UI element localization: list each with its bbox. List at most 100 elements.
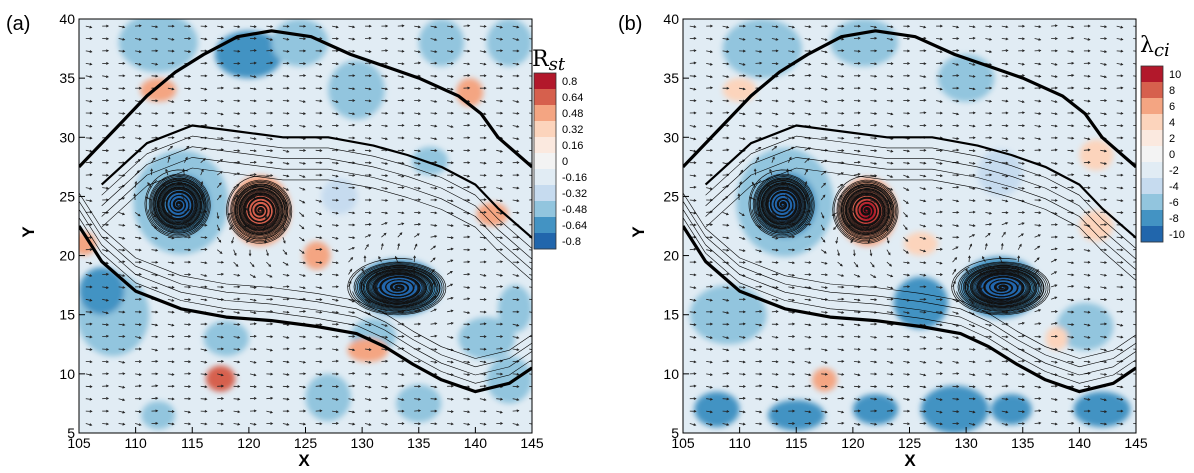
velocity-arrow-head	[775, 99, 779, 103]
velocity-arrow-head	[984, 242, 988, 247]
velocity-arrow	[1034, 137, 1041, 140]
velocity-arrow-head	[923, 385, 927, 389]
velocity-arrow-head	[286, 124, 290, 128]
velocity-arrow-head	[1071, 298, 1075, 302]
velocity-arrow-head	[253, 360, 257, 364]
velocity-arrow	[1116, 336, 1123, 338]
velocity-arrow-head	[303, 86, 307, 90]
velocity-arrow-head	[1054, 63, 1058, 66]
velocity-arrow	[135, 336, 141, 339]
velocity-arrow	[348, 257, 353, 263]
velocity-arrow	[903, 162, 910, 164]
colorbar-swatch	[534, 169, 556, 186]
velocity-arrow	[447, 322, 454, 325]
velocity-arrow-head	[155, 260, 159, 264]
velocity-arrow-head	[286, 397, 290, 401]
velocity-arrow-head	[1071, 348, 1075, 352]
velocity-arrow-head	[335, 310, 339, 314]
x-tick-label: 140	[1068, 435, 1092, 451]
velocity-arrow	[299, 286, 306, 289]
velocity-arrow-head	[319, 409, 323, 413]
field-patch	[411, 146, 449, 176]
velocity-arrow-head	[418, 347, 422, 351]
velocity-arrow-head	[251, 264, 255, 268]
velocity-arrow-head	[204, 409, 208, 413]
velocity-arrow-head	[693, 286, 697, 290]
velocity-arrow-head	[874, 62, 878, 66]
velocity-arrow	[479, 323, 486, 325]
velocity-arrow	[722, 298, 729, 302]
velocity-arrow	[430, 87, 437, 90]
velocity-arrow-head	[352, 384, 356, 388]
velocity-arrow	[299, 174, 306, 178]
velocity-arrow-head	[726, 50, 730, 53]
velocity-arrow-head	[956, 199, 960, 203]
velocity-arrow	[479, 361, 486, 363]
field-patch	[271, 19, 329, 67]
velocity-arrow	[463, 361, 470, 363]
velocity-arrow-head	[385, 385, 389, 389]
velocity-arrow-head	[155, 99, 159, 103]
velocity-arrow	[397, 232, 403, 238]
velocity-arrow-head	[138, 310, 142, 314]
velocity-arrow-head	[335, 273, 339, 277]
velocity-arrow	[1067, 373, 1074, 376]
velocity-arrow	[249, 174, 257, 176]
velocity-arrow	[463, 398, 470, 400]
velocity-arrow	[249, 274, 256, 278]
velocity-arrow	[739, 373, 746, 375]
velocity-arrow-head	[923, 421, 927, 425]
velocity-arrow	[233, 149, 240, 152]
velocity-arrow-head	[1005, 410, 1009, 414]
plot-area-b	[682, 18, 1137, 434]
velocity-arrow-head	[726, 62, 730, 66]
velocity-arrow-head	[188, 335, 192, 338]
velocity-arrow-head	[759, 25, 763, 29]
velocity-arrow-head	[89, 373, 93, 377]
velocity-arrow	[315, 398, 322, 400]
velocity-arrow	[463, 25, 470, 27]
velocity-arrow	[936, 50, 943, 53]
velocity-arrow-head	[1021, 321, 1025, 325]
velocity-arrow-head	[939, 310, 943, 314]
velocity-arrow	[135, 63, 141, 66]
velocity-arrow-head	[824, 261, 828, 265]
velocity-arrow-head	[841, 285, 845, 289]
velocity-arrow-head	[467, 224, 471, 228]
velocity-arrow	[447, 199, 453, 202]
velocity-arrow-head	[264, 216, 268, 220]
velocity-arrow	[739, 38, 745, 41]
velocity-arrow-head	[122, 197, 126, 200]
velocity-arrow-head	[434, 137, 438, 141]
velocity-arrow	[348, 50, 355, 52]
velocity-arrow	[1034, 410, 1041, 412]
velocity-arrow	[738, 224, 745, 229]
velocity-arrow-head	[1071, 161, 1075, 165]
velocity-arrow-head	[1005, 111, 1009, 115]
velocity-arrow-head	[775, 49, 779, 53]
velocity-arrow	[853, 373, 860, 376]
velocity-arrow-head	[972, 335, 976, 339]
velocity-arrow-head	[989, 123, 993, 127]
velocity-arrow-head	[756, 156, 759, 160]
velocity-arrow	[1133, 87, 1136, 89]
velocity-arrow	[1001, 63, 1008, 65]
velocity-arrow-head	[385, 186, 389, 190]
velocity-arrow-head	[759, 323, 763, 327]
velocity-arrow	[870, 249, 872, 256]
velocity-arrow-head	[1071, 335, 1075, 339]
velocity-arrow	[151, 323, 158, 326]
velocity-arrow-head	[855, 264, 859, 268]
velocity-arrow	[1083, 38, 1090, 41]
colorbar-swatch	[1141, 98, 1163, 115]
velocity-arrow-head	[956, 137, 960, 140]
velocity-arrow-head	[792, 335, 796, 338]
velocity-arrow-head	[302, 286, 306, 290]
velocity-arrow	[870, 149, 877, 152]
velocity-arrow-head	[499, 273, 504, 277]
velocity-arrow-head	[237, 136, 241, 140]
velocity-arrow	[1034, 63, 1041, 65]
velocity-arrow	[903, 87, 910, 90]
velocity-arrow	[1018, 322, 1025, 325]
velocity-arrow-head	[450, 410, 454, 413]
